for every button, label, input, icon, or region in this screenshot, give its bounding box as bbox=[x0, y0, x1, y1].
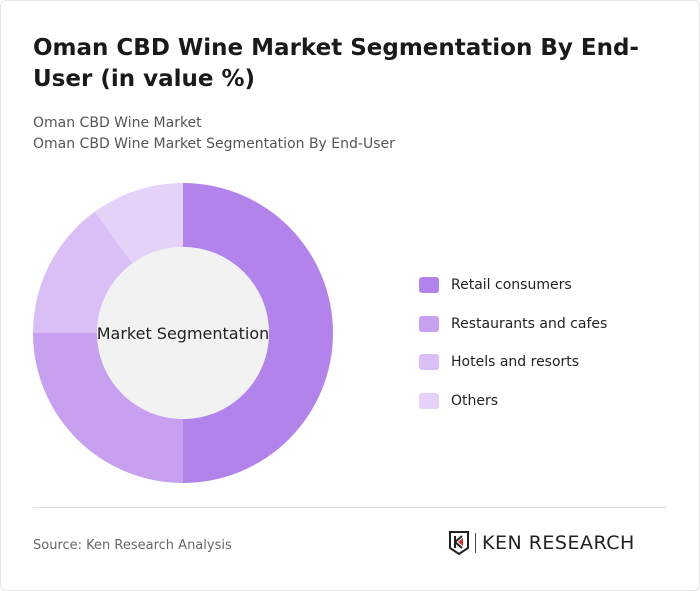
legend-swatch bbox=[419, 315, 439, 332]
legend-item: Others bbox=[419, 382, 607, 421]
slice-restaurants-and-cafes bbox=[33, 333, 183, 483]
legend-label: Retail consumers bbox=[451, 277, 572, 294]
slice-retail-consumers bbox=[183, 183, 333, 483]
chart-title: Oman CBD Wine Market Segmentation By End… bbox=[33, 35, 639, 92]
divider bbox=[33, 507, 667, 508]
legend-item: Retail consumers bbox=[419, 266, 607, 305]
legend-item: Hotels and resorts bbox=[419, 343, 607, 382]
legend-item: Restaurants and cafes bbox=[419, 305, 607, 344]
logo-text: KEN RESEARCH bbox=[475, 533, 635, 553]
legend-swatch bbox=[419, 354, 439, 371]
legend-label: Hotels and resorts bbox=[451, 354, 580, 371]
legend-swatch bbox=[419, 392, 439, 409]
legend-swatch bbox=[419, 277, 439, 294]
ken-research-logo: KEN RESEARCH bbox=[449, 531, 635, 555]
subtitle-market: Oman CBD Wine Market bbox=[33, 115, 202, 131]
legend-label: Others bbox=[451, 392, 499, 409]
slice-others bbox=[94, 183, 183, 264]
donut-hole bbox=[97, 247, 269, 419]
subtitle-segmentation: Oman CBD Wine Market Segmentation By End… bbox=[33, 136, 395, 152]
center-label: Market Segmentation bbox=[97, 324, 270, 343]
slice-hotels-and-resorts bbox=[33, 211, 133, 333]
ken-logo-icon bbox=[449, 531, 469, 555]
source-text: Source: Ken Research Analysis bbox=[33, 538, 232, 553]
legend: Retail consumers Restaurants and cafes Hot… bbox=[419, 266, 607, 420]
legend-label: Restaurants and cafes bbox=[451, 315, 608, 332]
